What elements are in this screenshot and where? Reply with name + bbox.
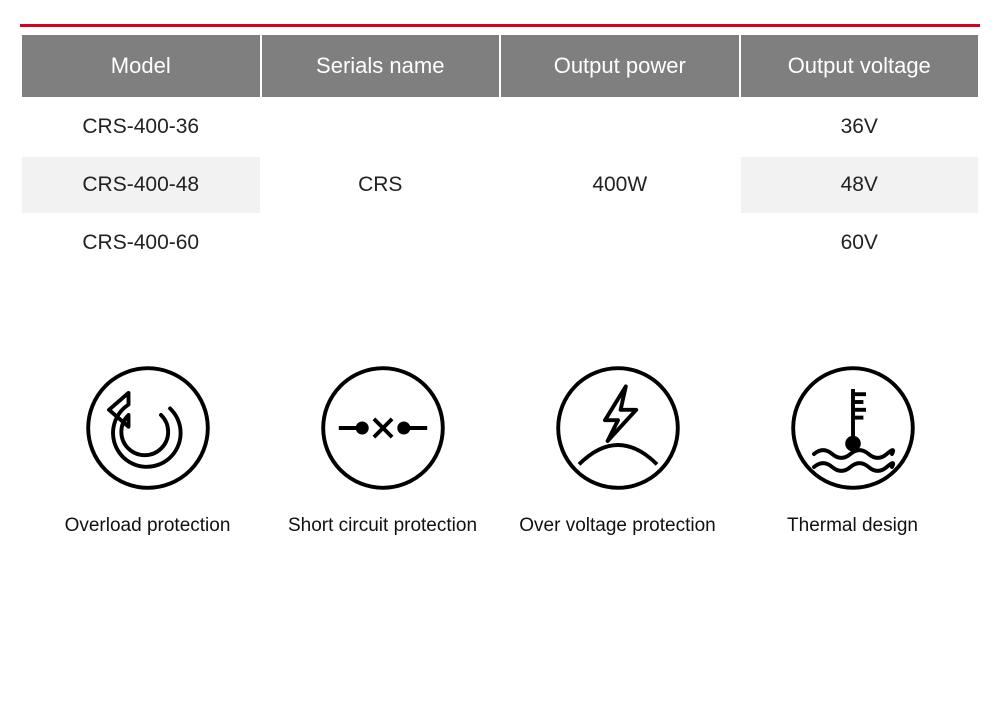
cell-model: CRS-400-48 (22, 157, 260, 213)
cell-output-voltage: 48V (741, 157, 979, 213)
table-header-row: Model Serials name Output power Output v… (22, 35, 978, 97)
cell-model: CRS-400-36 (22, 99, 260, 155)
features-row: Overload protection Short circuit protec… (20, 363, 980, 537)
feature-label: Overload protection (65, 515, 231, 537)
cell-output-power: 400W (501, 99, 739, 271)
over-voltage-icon (553, 363, 683, 493)
thermal-icon (788, 363, 918, 493)
spec-table: Model Serials name Output power Output v… (20, 33, 980, 273)
feature-label: Short circuit protection (288, 515, 477, 537)
col-header-output-power: Output power (501, 35, 739, 97)
cell-serials-name: CRS (262, 99, 500, 271)
feature-label: Over voltage protection (519, 515, 715, 537)
feature-overload: Overload protection (38, 363, 258, 537)
feature-label: Thermal design (787, 515, 918, 537)
feature-over-voltage: Over voltage protection (508, 363, 728, 537)
feature-short-circuit: Short circuit protection (273, 363, 493, 537)
col-header-model: Model (22, 35, 260, 97)
col-header-output-voltage: Output voltage (741, 35, 979, 97)
cell-output-voltage: 36V (741, 99, 979, 155)
overload-icon (83, 363, 213, 493)
table-row: CRS-400-36 CRS 400W 36V (22, 99, 978, 155)
col-header-serials: Serials name (262, 35, 500, 97)
cell-output-voltage: 60V (741, 215, 979, 271)
cell-model: CRS-400-60 (22, 215, 260, 271)
short-circuit-icon (318, 363, 448, 493)
accent-rule (20, 24, 980, 27)
feature-thermal: Thermal design (743, 363, 963, 537)
table-row: CRS-400-60 60V (22, 215, 978, 271)
table-row: CRS-400-48 48V (22, 157, 978, 213)
